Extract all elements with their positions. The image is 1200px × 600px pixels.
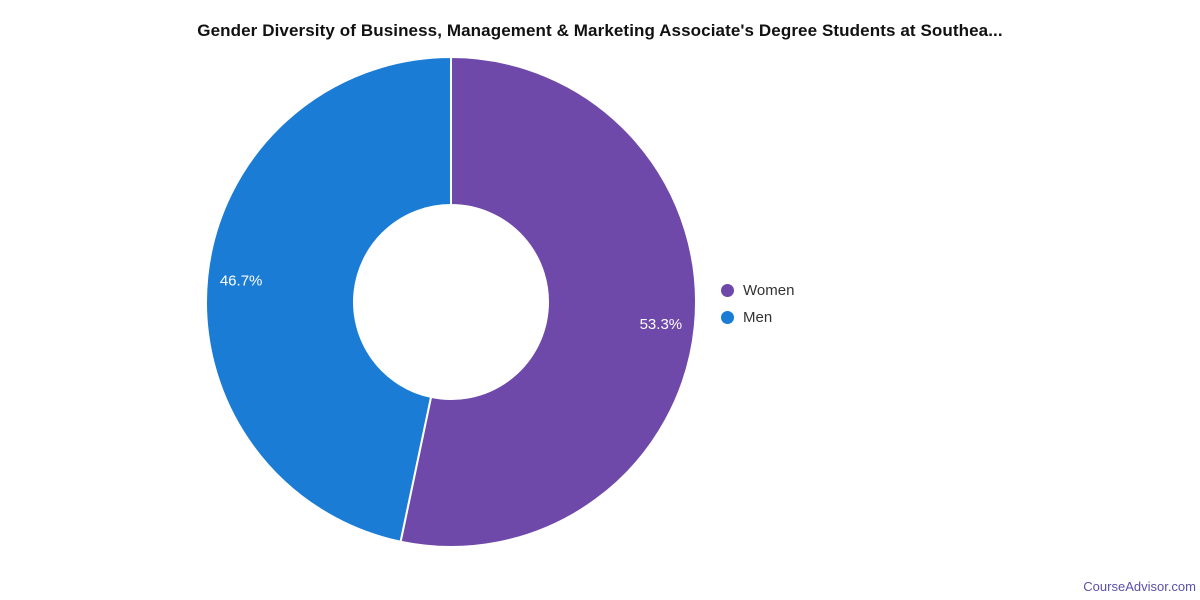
legend-dot-men-icon	[721, 311, 734, 324]
data-label-men: 46.7%	[220, 272, 263, 289]
courseadvisor-link[interactable]: CourseAdvisor.com	[1083, 579, 1196, 594]
legend-label-men: Men	[743, 309, 773, 326]
pie-slice-women[interactable]	[399, 55, 697, 548]
legend-item-women[interactable]: Women	[721, 277, 794, 304]
pie-slice-men[interactable]	[205, 55, 452, 543]
legend-item-men[interactable]: Men	[721, 304, 794, 331]
legend-dot-women-icon	[721, 284, 734, 297]
chart-title: Gender Diversity of Business, Management…	[197, 21, 1003, 40]
legend-label-women: Women	[743, 282, 795, 299]
legend: Women Men	[721, 277, 794, 331]
data-label-women: 53.3%	[640, 316, 683, 333]
